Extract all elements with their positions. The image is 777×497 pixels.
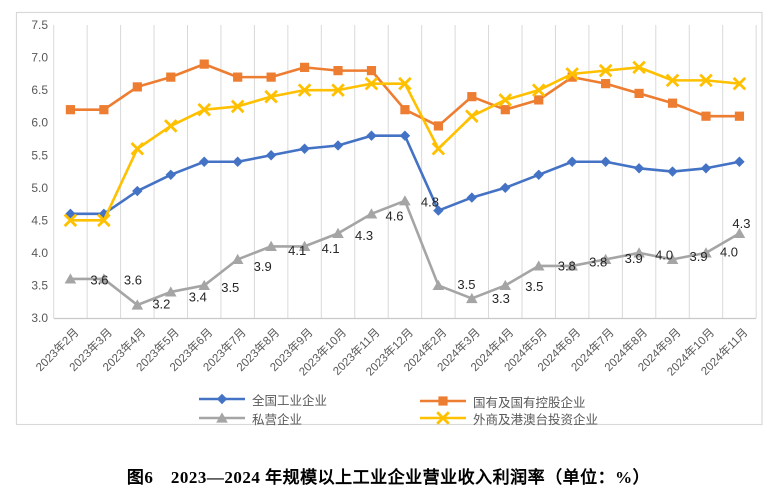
svg-text:3.3: 3.3 [492,291,510,306]
legend-label-national-industrial: 全国工业企业 [252,393,328,408]
svg-text:3.8: 3.8 [558,258,576,273]
svg-text:3.5: 3.5 [221,280,239,295]
svg-text:3.9: 3.9 [625,251,643,266]
svg-text:3.9: 3.9 [690,249,708,264]
line-chart-plot: 3.03.54.04.55.05.56.06.57.07.52023年2月202… [15,11,763,426]
svg-text:3.6: 3.6 [124,272,142,287]
svg-text:7.5: 7.5 [31,18,48,32]
legend-item-national-industrial: 全国工业企业 [198,391,328,408]
svg-text:3.4: 3.4 [189,289,207,304]
svg-text:3.5: 3.5 [31,278,48,292]
figure-caption: 图6 2023—2024 年规模以上工业企业营业收入利润率（单位：%） [126,468,651,487]
legend-triangle-marker-icon [198,411,246,425]
svg-text:4.6: 4.6 [385,208,403,223]
legend-item-private: 私营企业 [198,410,303,427]
svg-text:3.0: 3.0 [31,311,48,325]
svg-text:4.5: 4.5 [31,213,48,227]
svg-text:4.0: 4.0 [31,246,48,260]
svg-text:5.5: 5.5 [31,148,48,162]
svg-text:3.8: 3.8 [589,254,607,269]
svg-text:3.2: 3.2 [152,296,170,311]
svg-text:3.6: 3.6 [90,272,108,287]
svg-text:4.0: 4.0 [720,244,738,259]
svg-text:6.5: 6.5 [31,83,48,97]
legend-square-marker-icon [419,394,467,408]
svg-text:4.3: 4.3 [355,228,373,243]
svg-text:3.9: 3.9 [254,259,272,274]
svg-text:4.8: 4.8 [421,194,439,209]
svg-text:3.5: 3.5 [525,279,543,294]
svg-text:3.5: 3.5 [457,277,475,292]
svg-text:4.0: 4.0 [655,247,673,262]
legend-item-foreign-invested: 外商及港澳台投资企业 [419,410,599,427]
svg-text:4.1: 4.1 [288,243,306,258]
legend-label-private: 私营企业 [252,412,303,427]
legend-label-state-owned: 国有及国有控股企业 [473,395,586,410]
svg-text:7.0: 7.0 [31,51,48,65]
legend-item-state-owned: 国有及国有控股企业 [419,393,586,410]
svg-text:6.0: 6.0 [31,116,48,130]
legend-label-foreign-invested: 外商及港澳台投资企业 [473,412,599,427]
legend-x-marker-icon [419,411,467,425]
legend-diamond-marker-icon [198,392,246,406]
chart-legend: 全国工业企业 国有及国有控股企业 私营企业 外商及港澳台投资企业 [0,391,777,431]
svg-text:4.1: 4.1 [322,241,340,256]
svg-text:5.0: 5.0 [31,181,48,195]
svg-text:4.3: 4.3 [732,216,750,231]
